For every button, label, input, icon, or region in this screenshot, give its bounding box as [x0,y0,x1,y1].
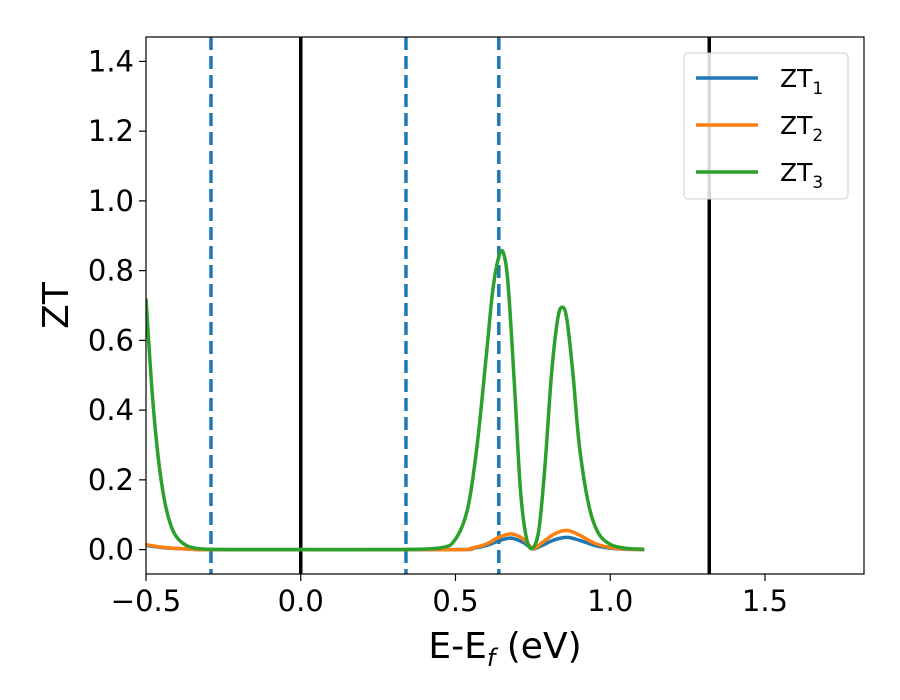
x-axis-label-main: E-E [428,626,486,667]
x-tick-label: 0.5 [432,584,478,618]
plot-frame [145,36,865,575]
y-axis: 0.0 0.2 0.4 0.6 0.8 1.0 1.2 1.4 [88,44,146,567]
y-tick-label: 0.4 [88,393,134,427]
y-tick-label: 1.4 [88,44,134,78]
x-tick-label: 0.0 [278,584,324,618]
y-tick-label: 0.6 [88,323,134,357]
legend-box [683,52,849,200]
y-tick-label: 0.2 [88,463,134,497]
x-axis-label: E-Ef (eV) [428,626,581,672]
y-axis-label: ZT [36,281,77,329]
legend-label-zt3: ZT3 [780,158,823,193]
x-tick-label: −0.5 [111,584,181,618]
y-tick-label: 1.2 [88,114,134,148]
legend-label-zt1: ZT1 [780,64,823,99]
legend: ZT1 ZT2 ZT3 [683,52,849,200]
legend-label-zt2: ZT2 [780,111,823,146]
series-line-zt3 [146,248,645,552]
x-axis: −0.5 0.0 0.5 1.0 1.5 [111,574,788,618]
x-axis-label-unit: (eV) [495,626,581,667]
y-tick-label: 0.8 [88,254,134,288]
series-line-zt2 [146,528,645,552]
x-tick-label: 1.5 [742,584,788,618]
series-lines [146,248,645,552]
y-tick-label: 0.0 [88,533,134,567]
y-tick-label: 1.0 [88,184,134,218]
x-tick-label: 1.0 [587,584,633,618]
reference-lines [209,37,712,574]
